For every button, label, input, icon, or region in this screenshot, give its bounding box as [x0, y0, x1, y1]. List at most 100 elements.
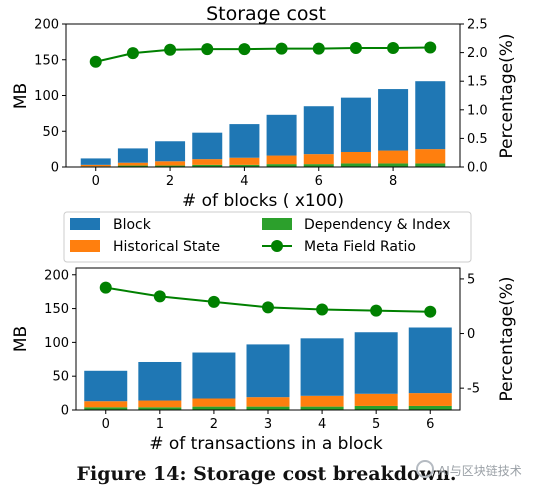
legend-swatch-dependency: [262, 218, 292, 230]
x-tick-label: 1: [156, 417, 164, 432]
bar-block: [415, 81, 446, 150]
ratio-point: [207, 295, 220, 308]
y-right-tick-label: 1.0: [467, 103, 488, 118]
y-tick-label: 100: [34, 89, 59, 104]
bar-dependency: [192, 164, 223, 167]
bar-historical: [408, 393, 452, 406]
y-right-tick-label: 2.5: [467, 18, 488, 33]
y-right-tick-label: 0.0: [467, 161, 488, 176]
y-tick-label: 150: [44, 302, 69, 317]
bar-dependency: [266, 164, 297, 167]
wechat-icon: [416, 460, 434, 478]
bar-historical: [192, 398, 236, 407]
legend-swatch-historical: [70, 240, 100, 252]
bar-historical: [229, 157, 260, 165]
ratio-line: [95, 46, 431, 63]
legend-marker-ratio: [271, 240, 283, 252]
ratio-point: [153, 290, 166, 303]
y-tick-label: 200: [34, 18, 59, 33]
y-tick-label: 50: [42, 125, 59, 140]
ratio-point: [349, 42, 362, 55]
figure-caption: Figure 14: Storage cost breakdown.: [76, 463, 457, 485]
ratio-point: [126, 47, 139, 60]
x-tick-label: 5: [372, 417, 380, 432]
x-tick-label: 0: [92, 174, 100, 189]
ratio-point: [164, 43, 177, 56]
bar-historical: [192, 159, 223, 165]
x-tick-label: 6: [426, 417, 434, 432]
bar-block: [303, 106, 334, 155]
y-right-tick-label: 0: [467, 327, 475, 342]
bar-block: [378, 89, 409, 151]
bar-block: [300, 338, 344, 396]
ratio-point: [262, 301, 274, 314]
y-tick-label: 0: [61, 404, 69, 419]
y-axis-label: MB: [11, 326, 31, 352]
bar-block: [138, 361, 182, 401]
ratio-point: [370, 304, 383, 317]
bar-block: [354, 332, 398, 394]
bar-historical: [266, 155, 297, 165]
y-right-tick-label: 5: [467, 272, 475, 287]
bar-dependency: [229, 164, 260, 167]
ratio-point: [312, 42, 325, 55]
x-tick-label: 3: [264, 417, 272, 432]
x-tick-label: 8: [389, 174, 397, 189]
y-tick-label: 50: [52, 370, 69, 385]
bar-block: [84, 370, 128, 402]
y-right-tick-label: 0.5: [467, 132, 488, 147]
y-axis-right-label: Percentage(%): [497, 33, 517, 158]
legend-label-historical: Historical State: [113, 239, 220, 255]
bar-dependency: [354, 405, 398, 410]
bar-historical: [415, 149, 446, 164]
ratio-point: [387, 42, 400, 55]
bar-dependency: [117, 165, 148, 167]
bar-dependency: [246, 406, 290, 410]
ratio-point: [424, 305, 437, 318]
ratio-point: [316, 303, 329, 316]
bar-block: [155, 141, 186, 162]
y-right-tick-label: -5: [467, 382, 480, 397]
bar-dependency: [300, 406, 344, 410]
bar-historical: [303, 154, 334, 165]
legend-swatch-block: [70, 218, 100, 230]
y-tick-label: 100: [44, 336, 69, 351]
bar-dependency: [378, 163, 409, 167]
chart-storage-vs-blocks: Storage cost 0 50 100 150 200 0 2 4 6 8 0.0 0.5 1.0 1…: [11, 3, 517, 211]
bar-historical: [378, 150, 409, 164]
y-right-tick-label: 1.5: [467, 75, 488, 90]
y-tick-label: 200: [44, 268, 69, 283]
x-tick-label: 0: [102, 417, 110, 432]
x-tick-label: 2: [166, 174, 174, 189]
bar-block: [266, 114, 297, 156]
bar-historical: [246, 397, 290, 407]
bar-dependency: [138, 407, 182, 410]
bar-historical: [80, 164, 111, 167]
y-tick-label: 150: [34, 53, 59, 68]
bar-dependency: [84, 407, 128, 410]
x-axis-label: # of transactions in a block: [149, 434, 383, 454]
x-tick-label: 4: [240, 174, 248, 189]
legend-label-block: Block: [113, 217, 152, 233]
bar-historical: [117, 162, 148, 166]
y-axis-right-label: Percentage(%): [497, 276, 517, 401]
watermark-text: AI与区块链技术: [438, 464, 522, 478]
legend-frame: [63, 211, 472, 263]
ratio-point: [89, 55, 102, 68]
x-tick-label: 6: [315, 174, 323, 189]
ratio-point: [99, 281, 112, 294]
y-tick-label: 0: [51, 161, 59, 176]
bar-block: [229, 124, 260, 158]
y-right-tick-label: 2.0: [467, 46, 488, 61]
chart-title: Storage cost: [206, 3, 326, 25]
bar-block: [340, 97, 371, 152]
chart-storage-vs-transactions: 0 50 100 150 200 0 1 2 3 4 5 6 -5 0 5 MB Percentage(%)…: [11, 267, 517, 454]
bar-historical: [155, 161, 186, 166]
x-tick-label: 4: [318, 417, 326, 432]
ratio-point: [201, 43, 214, 56]
x-axis-label: # of blocks ( x100): [182, 191, 344, 211]
bar-block: [192, 132, 223, 160]
bar-dependency: [408, 405, 452, 410]
bar-historical: [354, 393, 398, 406]
